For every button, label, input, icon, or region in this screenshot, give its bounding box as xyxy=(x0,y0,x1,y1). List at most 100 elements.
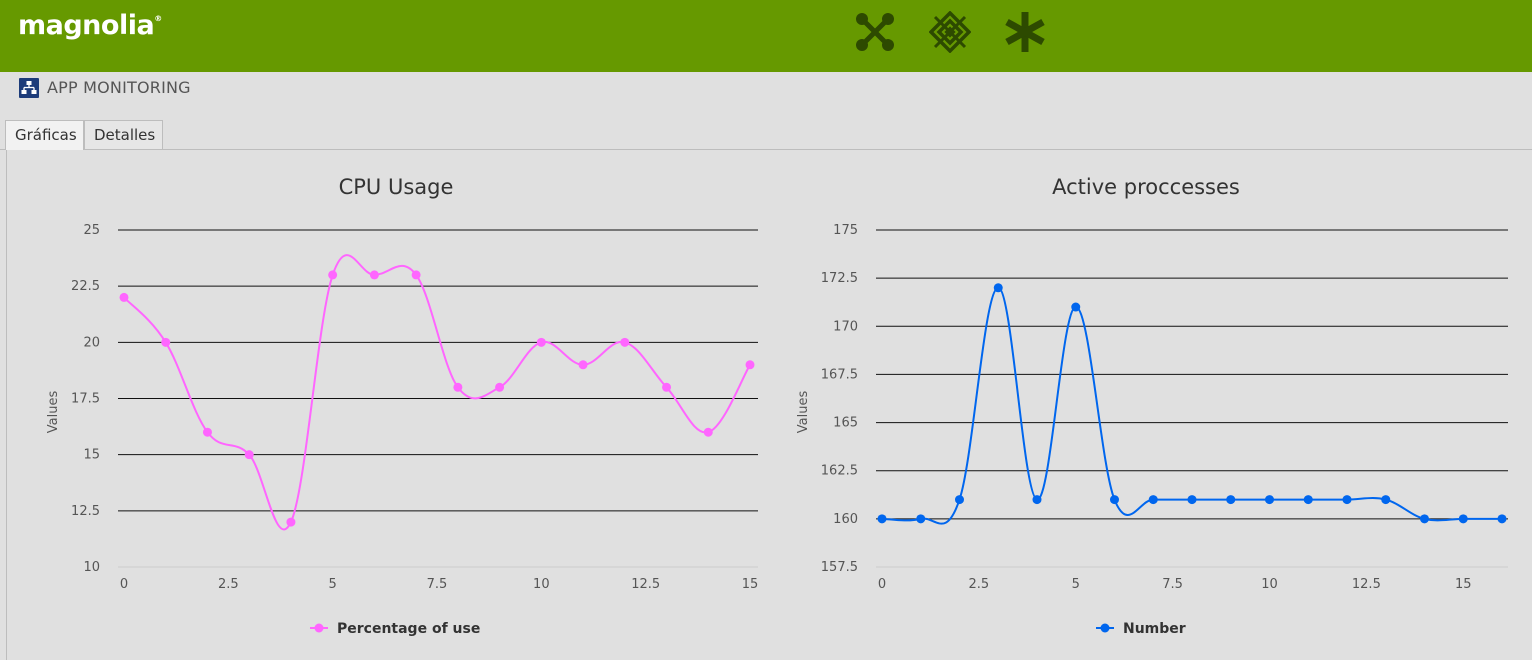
y-tick-label: 17.5 xyxy=(71,392,100,407)
data-point[interactable] xyxy=(1342,495,1352,505)
data-point[interactable] xyxy=(955,495,964,505)
x-tick-label: 7.5 xyxy=(427,577,448,592)
x-tick-label: 2.5 xyxy=(218,577,239,592)
series-line xyxy=(123,254,751,531)
data-point[interactable] xyxy=(369,270,379,280)
data-point[interactable] xyxy=(993,283,1003,293)
data-point[interactable] xyxy=(620,337,630,347)
active-processes-chart: Active proccesses Values 157.5 160 162.5 16… xyxy=(766,150,1532,660)
legend-label[interactable]: Number xyxy=(1123,621,1186,637)
data-point[interactable] xyxy=(202,427,212,437)
data-point[interactable] xyxy=(662,382,672,392)
grid-lines xyxy=(118,229,758,568)
data-point[interactable] xyxy=(1420,514,1429,524)
y-tick-label: 172.5 xyxy=(821,271,858,286)
data-point[interactable] xyxy=(1458,514,1468,524)
grid-lines xyxy=(876,229,1508,568)
data-point[interactable] xyxy=(578,360,588,370)
tab-detalles[interactable]: Detalles xyxy=(84,120,163,149)
y-tick-label: 160 xyxy=(833,512,858,527)
data-point[interactable] xyxy=(1265,495,1274,505)
chart-legend[interactable]: Number xyxy=(1096,621,1186,637)
data-point[interactable] xyxy=(161,337,171,347)
apps-icon[interactable] xyxy=(854,11,896,53)
y-tick-label: 10 xyxy=(83,560,100,575)
series-percentage-of-use xyxy=(119,254,755,531)
data-point[interactable] xyxy=(453,382,463,392)
y-tick-label: 157.5 xyxy=(821,560,858,575)
app-title: APP MONITORING xyxy=(47,78,191,97)
legend-label[interactable]: Percentage of use xyxy=(337,621,480,637)
data-point[interactable] xyxy=(1497,514,1507,524)
x-tick-labels: 0 2.5 5 7.5 10 12.5 15 xyxy=(878,577,1472,592)
x-tick-label: 15 xyxy=(742,577,759,592)
y-tick-labels: 10 12.5 15 17.5 20 22.5 25 xyxy=(71,223,100,575)
y-tick-label: 162.5 xyxy=(821,464,858,479)
app-header: APP MONITORING xyxy=(0,72,1532,108)
tab-divider xyxy=(0,149,1532,150)
x-tick-label: 12.5 xyxy=(631,577,660,592)
series-line xyxy=(881,286,1502,525)
data-point[interactable] xyxy=(119,292,129,302)
y-axis-label: Values xyxy=(46,391,61,434)
favorites-icon[interactable] xyxy=(1004,11,1046,53)
magnolia-logo[interactable]: magnolia® xyxy=(18,10,162,41)
legend-marker xyxy=(314,623,324,633)
data-point[interactable] xyxy=(916,514,926,524)
data-point[interactable] xyxy=(495,382,505,392)
pulse-icon[interactable] xyxy=(929,11,971,53)
data-point[interactable] xyxy=(244,450,254,460)
y-tick-label: 22.5 xyxy=(71,279,100,294)
charts-panel xyxy=(6,150,1532,660)
y-tick-label: 165 xyxy=(833,416,858,431)
data-point[interactable] xyxy=(286,517,296,527)
data-point[interactable] xyxy=(1110,495,1119,505)
data-point[interactable] xyxy=(411,270,421,280)
y-tick-label: 20 xyxy=(83,335,100,350)
cpu-usage-chart: CPU Usage Values 10 12.5 15 17.5 20 22.5 25 0 2… xyxy=(0,150,766,660)
x-tick-label: 10 xyxy=(533,577,550,592)
y-axis-label: Values xyxy=(796,391,811,434)
data-point[interactable] xyxy=(703,427,713,437)
chart-title: Active proccesses xyxy=(1052,175,1240,199)
x-tick-label: 10 xyxy=(1261,577,1278,592)
series-number xyxy=(877,283,1507,525)
data-point[interactable] xyxy=(1071,302,1081,312)
x-tick-label: 7.5 xyxy=(1162,577,1183,592)
data-point[interactable] xyxy=(1381,495,1391,505)
y-tick-label: 15 xyxy=(83,448,100,463)
chart-title: CPU Usage xyxy=(339,175,454,199)
data-point[interactable] xyxy=(1226,495,1236,505)
cpu-usage-chart-svg: CPU Usage Values 10 12.5 15 17.5 20 22.5 25 0 2… xyxy=(46,175,758,637)
logo-text: magnolia xyxy=(18,10,155,41)
data-point[interactable] xyxy=(536,337,546,347)
y-tick-labels: 157.5 160 162.5 165 167.5 170 172.5 175 xyxy=(821,223,858,575)
chart-legend[interactable]: Percentage of use xyxy=(310,621,480,637)
hierarchy-icon xyxy=(19,78,39,98)
data-point[interactable] xyxy=(328,270,338,280)
y-tick-label: 167.5 xyxy=(821,367,858,382)
top-bar: magnolia® xyxy=(0,0,1532,72)
data-point[interactable] xyxy=(1148,495,1158,505)
y-tick-label: 170 xyxy=(833,319,858,334)
y-tick-label: 25 xyxy=(83,223,100,238)
data-point[interactable] xyxy=(1303,495,1313,505)
data-point[interactable] xyxy=(877,514,887,524)
x-tick-label: 0 xyxy=(878,577,886,592)
data-point[interactable] xyxy=(745,360,755,370)
data-point[interactable] xyxy=(1187,495,1197,505)
x-tick-label: 12.5 xyxy=(1352,577,1381,592)
x-tick-label: 5 xyxy=(329,577,337,592)
data-point[interactable] xyxy=(1032,495,1042,505)
legend-marker xyxy=(1100,623,1110,633)
logo-registered-mark: ® xyxy=(154,14,162,23)
x-tick-label: 5 xyxy=(1072,577,1080,592)
x-tick-labels: 0 2.5 5 7.5 10 12.5 15 xyxy=(120,577,758,592)
tab-graficas[interactable]: Gráficas xyxy=(5,120,84,150)
x-tick-label: 15 xyxy=(1455,577,1472,592)
active-processes-chart-svg: Active proccesses Values 157.5160162.516… xyxy=(796,175,1508,637)
y-tick-label: 12.5 xyxy=(71,504,100,519)
x-tick-label: 2.5 xyxy=(969,577,990,592)
x-tick-label: 0 xyxy=(120,577,128,592)
y-tick-label: 175 xyxy=(833,223,858,238)
